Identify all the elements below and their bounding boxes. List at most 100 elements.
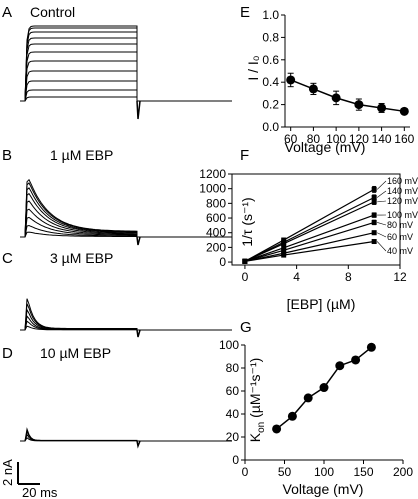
chart-f-xtick-label: 8 [345,270,352,284]
scale-bar: 2 nA 20 ms [0,459,58,499]
chart-e-data-point [286,75,296,85]
chart-e-axes: 60 80 100 120 140 160 0.0 0.2 0.4 0.6 0.8 1.0 [262,8,414,146]
chart-f-series-label: 60 mV [387,232,413,242]
chart-f-ytick-label: 1200 [199,167,226,181]
trace-title-control: Control [30,4,75,20]
current-traces-1um-ebp [20,178,232,246]
chart-g-ylabel-main: K [247,432,263,442]
chart-f-series-label: 160 mV [387,176,418,186]
control-trace-5 [20,60,232,102]
chart-f-data-point [371,219,377,225]
ebp-1um-tail-current [136,236,141,246]
control-trace-3 [20,80,232,102]
chart-e-xtick-label: 80 [307,132,321,146]
ebp-10um-tail-current [136,440,141,449]
chart-f-series-label: 120 mV [387,196,418,206]
scale-bar-current-label: 2 nA [0,459,15,486]
chart-f-ytick-label: 800 [206,196,226,210]
chart-g-ytick-label: 100 [219,338,239,352]
chart-e-data-point [331,93,341,103]
chart-f-series-line [244,221,375,262]
chart-e-ytick-label: 0.4 [262,75,279,89]
chart-f-data-point [281,245,287,251]
control-tail-current [136,100,141,120]
chart-e-xtick-label: 100 [326,132,346,146]
chart-f-data-point [371,186,377,192]
scale-bar-time-label: 20 ms [22,485,58,499]
chart-e-ytick-label: 0.8 [262,30,279,44]
ebp-10um-trace-3 [20,429,232,442]
chart-g-xtick-label: 0 [242,465,249,479]
chart-f-series-label: 80 mV [387,220,413,230]
chart-f-frame [231,173,401,266]
chart-g-xlabel: Voltage (mV) [283,481,364,497]
chart-g-ytick-label: 40 [226,407,240,421]
chart-f-series-leader [377,222,387,226]
chart-e-data-point [308,84,318,94]
chart-g-data-point [287,411,297,421]
ebp-10um-trace-4 [20,427,232,442]
chart-f-series-leader [376,180,387,190]
chart-e-ytick-label: 0.2 [262,98,279,112]
panel-letter-a: A [2,4,12,21]
chart-e-xtick-label: 60 [284,132,298,146]
chart-f-xtick-label: 4 [293,270,300,284]
control-trace-7 [20,43,232,102]
chart-f-series-leader [377,200,387,203]
panel-letter-g: G [240,319,252,336]
chart-g-ylabel-sub: on [256,422,267,433]
chart-g-marks [272,342,376,434]
ebp-1um-trace-2 [20,224,232,238]
panel-letter-d: D [2,345,13,362]
ebp-3um-trace-4 [20,308,232,331]
ebp-1um-trace-4 [20,208,232,238]
current-traces-10um-ebp [20,427,232,449]
chart-e-marks [286,72,409,116]
ebp-1um-trace-3 [20,216,232,238]
chart-e-series-line [290,79,405,113]
control-trace-4 [20,70,232,102]
chart-g-kon-vs-voltage: 0 50 100 150 200 0 20 40 60 80 100 Voltage (mV) Ko… [219,338,413,497]
panel-letter-e: E [240,4,250,21]
ebp-3um-trace-6 [20,298,232,331]
chart-g-data-point [335,361,345,371]
chart-f-ytick-label: 0 [219,255,226,269]
chart-e-xtick-label: 120 [349,132,369,146]
chart-e-ytick-label: 0.0 [262,120,279,134]
control-trace-10 [20,27,232,102]
ebp-1um-trace-5 [20,200,232,238]
chart-g-data-point [366,342,376,352]
chart-f-data-point [281,252,287,258]
trace-title-3um: 3 µM EBP [50,250,113,266]
control-trace-11 [20,25,232,102]
ebp-3um-tail-current [136,329,141,338]
chart-f-ytick-label: 1000 [199,182,226,196]
chart-f-data-point [371,199,377,205]
chart-f-data-point [371,194,377,200]
current-traces-3um-ebp [20,298,232,338]
chart-g-ytick-label: 60 [226,384,240,398]
control-trace-6 [20,51,232,102]
chart-g-axes: 0 50 100 150 200 0 20 40 60 80 100 [219,338,413,479]
chart-f-xlabel: [EBP] (µM) [287,296,356,312]
control-trace-8 [20,37,232,102]
chart-f-ytick-label: 200 [206,240,226,254]
panel-letter-c: C [2,250,13,267]
trace-title-10um: 10 µM EBP [40,345,111,361]
chart-f-data-point [242,258,248,264]
chart-e-ylabel: I / I₀ [245,55,261,80]
chart-g-xtick-label: 100 [314,465,334,479]
chart-f-series-label: 140 mV [387,186,418,196]
trace-title-1um: 1 µM EBP [50,147,113,163]
chart-f-data-point [281,247,287,253]
chart-g-ytick-label: 20 [226,430,240,444]
chart-g-data-point [303,393,313,403]
chart-g-data-point [272,424,282,434]
chart-g-data-point [319,383,329,393]
ebp-1um-trace-9 [20,178,232,238]
chart-g-ylabel-rest: (µM⁻¹s⁻¹) [247,358,263,422]
